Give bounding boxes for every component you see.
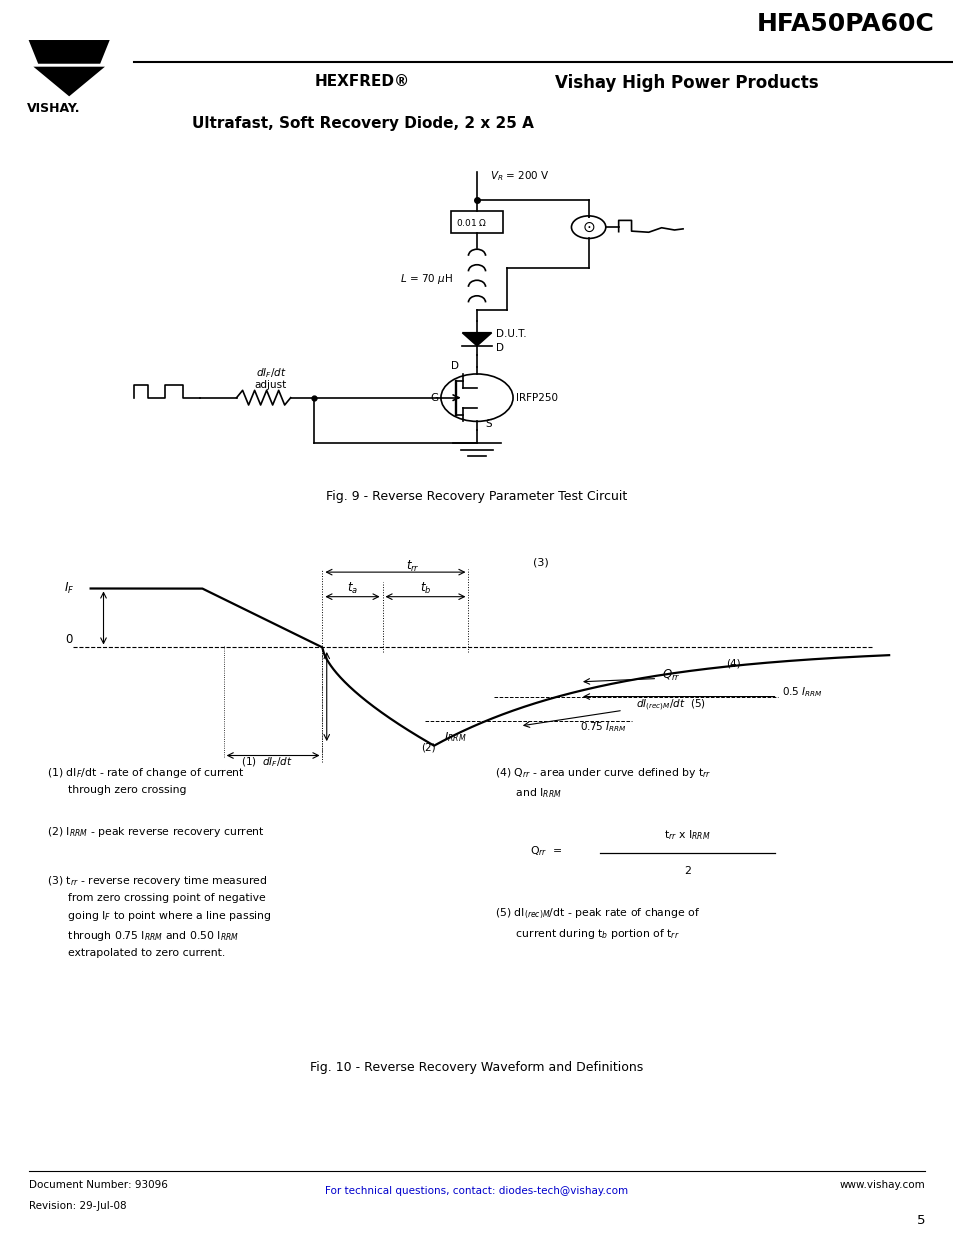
- Text: $dI_{(rec)M}/dt$  (5): $dI_{(rec)M}/dt$ (5): [636, 698, 705, 714]
- Text: S: S: [485, 419, 492, 429]
- Text: $L$ = 70 $\mu$H: $L$ = 70 $\mu$H: [399, 272, 452, 287]
- Text: t$_{rr}$ x I$_{RRM}$: t$_{rr}$ x I$_{RRM}$: [663, 827, 710, 842]
- Text: adjust: adjust: [254, 379, 287, 389]
- Text: (5) dI$_{(rec)M}$/dt - peak rate of change of
      current during t$_b$ portion: (5) dI$_{(rec)M}$/dt - peak rate of chan…: [494, 906, 700, 941]
- Text: $t_{rr}$: $t_{rr}$: [405, 558, 419, 573]
- Text: (3) t$_{rr}$ - reverse recovery time measured
      from zero crossing point of : (3) t$_{rr}$ - reverse recovery time mea…: [47, 874, 272, 957]
- Text: (4) Q$_{rr}$ - area under curve defined by t$_{rr}$
      and I$_{RRM}$: (4) Q$_{rr}$ - area under curve defined …: [494, 766, 710, 800]
- Text: Vishay High Power Products: Vishay High Power Products: [555, 74, 818, 93]
- Text: HEXFRED®: HEXFRED®: [314, 74, 410, 89]
- Text: Document Number: 93096: Document Number: 93096: [29, 1181, 168, 1191]
- Text: Q$_{rr}$  =: Q$_{rr}$ =: [529, 845, 561, 858]
- Polygon shape: [33, 67, 105, 96]
- Text: Revision: 29-Jul-08: Revision: 29-Jul-08: [29, 1202, 126, 1212]
- Text: Fig. 9 - Reverse Recovery Parameter Test Circuit: Fig. 9 - Reverse Recovery Parameter Test…: [326, 490, 627, 503]
- Text: $dI_F/dt$: $dI_F/dt$: [255, 367, 286, 380]
- Text: $t_a$: $t_a$: [347, 580, 357, 595]
- Bar: [451, 211, 502, 233]
- Text: For technical questions, contact: diodes-tech@vishay.com: For technical questions, contact: diodes…: [325, 1186, 628, 1195]
- Text: (2) I$_{RRM}$ - peak reverse recovery current: (2) I$_{RRM}$ - peak reverse recovery cu…: [47, 825, 264, 839]
- Text: $I_{RRM}$: $I_{RRM}$: [444, 730, 466, 743]
- Text: (2): (2): [421, 742, 436, 752]
- Text: $I_F$: $I_F$: [64, 580, 74, 597]
- Polygon shape: [462, 332, 491, 346]
- Text: (3): (3): [533, 557, 548, 568]
- Polygon shape: [29, 40, 110, 64]
- Text: (1)  $dI_F/dt$: (1) $dI_F/dt$: [240, 756, 293, 769]
- Text: VISHAY.: VISHAY.: [27, 103, 80, 115]
- Text: 0.5 $I_{RRM}$: 0.5 $I_{RRM}$: [781, 685, 821, 699]
- Text: Ultrafast, Soft Recovery Diode, 2 x 25 A: Ultrafast, Soft Recovery Diode, 2 x 25 A: [192, 116, 533, 131]
- Text: $Q_{rr}$: $Q_{rr}$: [661, 668, 679, 683]
- Text: www.vishay.com: www.vishay.com: [839, 1181, 924, 1191]
- Text: HFA50PA60C: HFA50PA60C: [757, 12, 934, 36]
- Text: $\odot$: $\odot$: [581, 220, 595, 235]
- Text: (1) dI$_F$/dt - rate of change of current
      through zero crossing: (1) dI$_F$/dt - rate of change of curren…: [47, 766, 245, 795]
- Text: IRFP250: IRFP250: [516, 393, 558, 403]
- Text: (4): (4): [725, 658, 740, 668]
- Text: D: D: [451, 362, 458, 372]
- Text: Fig. 10 - Reverse Recovery Waveform and Definitions: Fig. 10 - Reverse Recovery Waveform and …: [310, 1061, 643, 1073]
- Text: G: G: [430, 393, 437, 403]
- Text: D: D: [496, 343, 503, 353]
- Text: $t_b$: $t_b$: [419, 580, 431, 595]
- Text: 0.01 $\Omega$: 0.01 $\Omega$: [456, 217, 487, 228]
- Text: D.U.T.: D.U.T.: [496, 329, 526, 338]
- Text: 2: 2: [683, 866, 690, 876]
- Text: 0.75 $I_{RRM}$: 0.75 $I_{RRM}$: [579, 720, 626, 734]
- Text: 5: 5: [916, 1214, 924, 1228]
- Text: 0: 0: [66, 632, 72, 646]
- Text: $V_R$ = 200 V: $V_R$ = 200 V: [490, 169, 549, 183]
